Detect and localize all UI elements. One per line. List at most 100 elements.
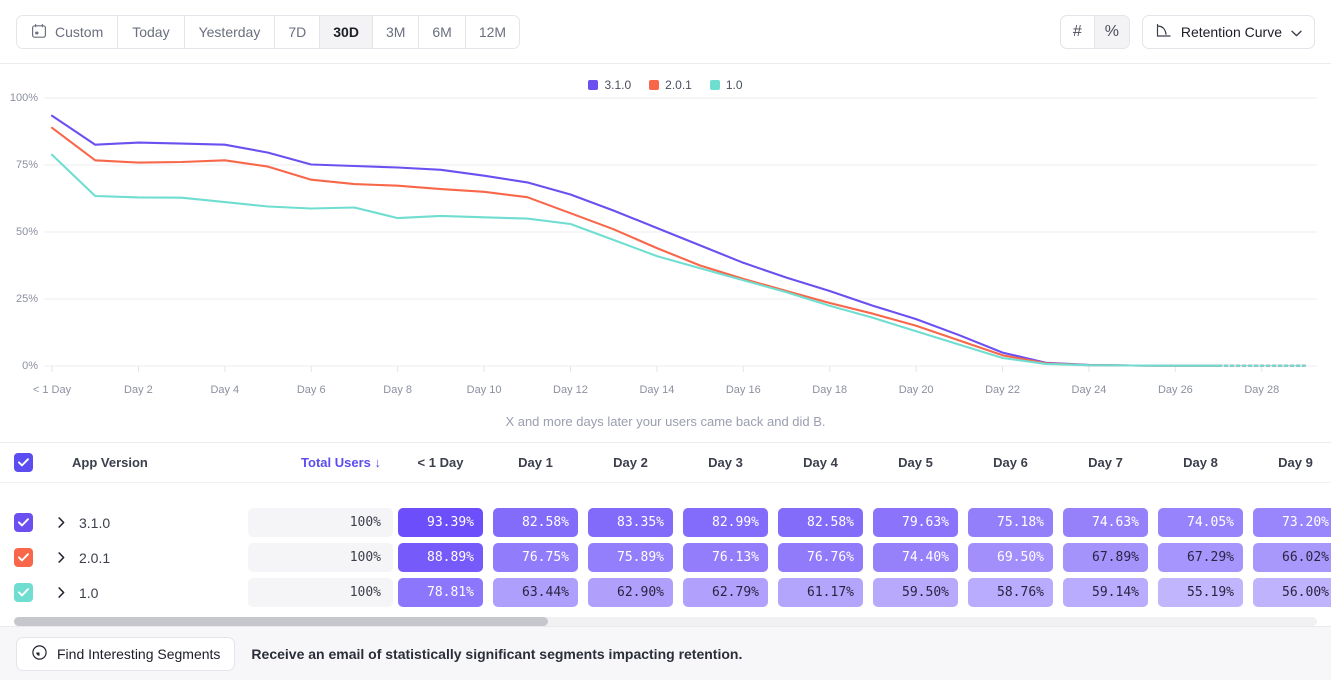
column-header-total-users-label: Total Users <box>301 455 371 470</box>
y-axis-labels: 0% 25% 50% 75% 100% <box>0 92 44 382</box>
column-header-day-1[interactable]: Day 1 <box>518 455 553 470</box>
date-preset-label: Custom <box>55 23 104 40</box>
retention-cell[interactable]: 82.58% <box>778 508 863 537</box>
date-preset-6m[interactable]: 6M <box>419 15 466 48</box>
retention-cell[interactable]: 63.44% <box>493 578 578 607</box>
retention-cell-wrapper: 75.18% <box>963 508 1058 537</box>
column-header-1-day[interactable]: < 1 Day <box>417 455 464 470</box>
scrollbar-thumb[interactable] <box>14 617 549 626</box>
table-row[interactable]: 1.0 100% 78.81% 63.44% 62.90% 62.79% 61.17% 59.… <box>0 575 1331 610</box>
column-header-day-5[interactable]: Day 5 <box>898 455 933 470</box>
x-axis-tick: Day 12 <box>553 384 588 396</box>
retention-cell[interactable]: 59.50% <box>873 578 958 607</box>
date-preset-3m[interactable]: 3M <box>372 15 420 48</box>
date-preset-today[interactable]: Today <box>118 15 185 48</box>
date-preset-12m[interactable]: 12M <box>465 15 520 48</box>
date-preset-yesterday[interactable]: Yesterday <box>184 15 276 48</box>
retention-cell[interactable]: 67.29% <box>1158 543 1243 572</box>
retention-cell-wrapper: 74.40% <box>868 543 963 572</box>
legend-label: 1.0 <box>725 77 743 92</box>
row-version-cell: 3.1.0 <box>48 515 248 531</box>
chevron-right-icon[interactable] <box>58 587 65 598</box>
retention-cell-wrapper: 82.99% <box>678 508 773 537</box>
retention-cell[interactable]: 82.99% <box>683 508 768 537</box>
retention-cell[interactable]: 82.58% <box>493 508 578 537</box>
column-header-day-7[interactable]: Day 7 <box>1088 455 1123 470</box>
table-row[interactable]: 2.0.1 100% 88.89% 76.75% 75.89% 76.13% 76.76% 7… <box>0 540 1331 575</box>
retention-cell[interactable]: 73.20% <box>1253 508 1331 537</box>
x-axis-tick: Day 8 <box>383 384 413 396</box>
date-preset-label: Yesterday <box>198 23 261 40</box>
row-checkbox[interactable] <box>14 548 33 567</box>
retention-cell[interactable]: 62.79% <box>683 578 768 607</box>
retention-cell[interactable]: 78.81% <box>398 578 483 607</box>
legend-swatch <box>709 79 720 90</box>
retention-cell[interactable]: 76.13% <box>683 543 768 572</box>
retention-cell-wrapper: 69.50% <box>963 543 1058 572</box>
retention-cell[interactable]: 67.89% <box>1063 543 1148 572</box>
retention-cell-wrapper: 62.90% <box>583 578 678 607</box>
retention-cell[interactable]: 74.05% <box>1158 508 1243 537</box>
table-body: 3.1.0 100% 93.39% 82.58% 83.35% 82.99% 82.58% 7… <box>0 505 1331 610</box>
row-checkbox[interactable] <box>14 513 33 532</box>
find-interesting-segments-button[interactable]: Find Interesting Segments <box>16 636 236 671</box>
x-axis-labels: < 1 Day Day 2 Day 4 Day 6 Day 8 Day 10 Day 12 D… <box>33 384 1317 404</box>
row-total-users: 100% <box>248 508 393 537</box>
row-checkbox[interactable] <box>14 583 33 602</box>
retention-cell[interactable]: 74.63% <box>1063 508 1148 537</box>
legend-item-3.1.0[interactable]: 3.1.0 <box>588 78 631 92</box>
retention-cell[interactable]: 55.19% <box>1158 578 1243 607</box>
y-axis-tick: 50% <box>15 226 38 238</box>
horizontal-scrollbar[interactable] <box>14 617 1317 626</box>
chevron-right-icon[interactable] <box>58 517 65 528</box>
toolbar-right-controls: #% Retention Curve <box>1059 14 1315 49</box>
date-preset-7d[interactable]: 7D <box>275 15 321 48</box>
lightbulb-icon <box>31 644 48 664</box>
column-header-day-2[interactable]: Day 2 <box>613 455 648 470</box>
retention-cell[interactable]: 75.18% <box>968 508 1053 537</box>
date-preset-label: 30D <box>333 23 359 40</box>
retention-cell-wrapper: 82.58% <box>773 508 868 537</box>
retention-cell[interactable]: 69.50% <box>968 543 1053 572</box>
column-header-app-version[interactable]: App Version <box>72 455 148 470</box>
date-preset-30d[interactable]: 30D <box>320 15 373 48</box>
column-header-total-users[interactable]: Total Users ↓ <box>248 455 393 470</box>
retention-cell-wrapper: 58.76% <box>963 578 1058 607</box>
column-header-day-4[interactable]: Day 4 <box>803 455 838 470</box>
value-format-toggle-group[interactable]: #% <box>1059 14 1130 49</box>
retention-cell[interactable]: 66.02% <box>1253 543 1331 572</box>
hash-icon[interactable]: # <box>1061 15 1095 48</box>
retention-cell[interactable]: 61.17% <box>778 578 863 607</box>
y-axis-tick: 25% <box>15 293 38 305</box>
column-header-day-6[interactable]: Day 6 <box>993 455 1028 470</box>
retention-cell[interactable]: 56.00% <box>1253 578 1331 607</box>
row-version-label: 1.0 <box>79 584 99 601</box>
percent-icon[interactable]: % <box>1094 15 1129 48</box>
select-all-checkbox[interactable] <box>14 453 33 472</box>
retention-cell[interactable]: 59.14% <box>1063 578 1148 607</box>
date-range-preset-group[interactable]: Custom Today Yesterday 7D 30D 3M 6M 12M <box>16 14 521 49</box>
column-header-day-8[interactable]: Day 8 <box>1183 455 1218 470</box>
retention-cell[interactable]: 58.76% <box>968 578 1053 607</box>
retention-cell[interactable]: 75.89% <box>588 543 673 572</box>
retention-cell-wrapper: 82.58% <box>488 508 583 537</box>
x-axis-tick: Day 4 <box>210 384 240 396</box>
chevron-right-icon[interactable] <box>58 552 65 563</box>
legend-item-1.0[interactable]: 1.0 <box>709 77 743 92</box>
column-header-day-9[interactable]: Day 9 <box>1278 455 1313 470</box>
retention-cell[interactable]: 74.40% <box>873 543 958 572</box>
table-row[interactable]: 3.1.0 100% 93.39% 82.58% 83.35% 82.99% 82.58% 7… <box>0 505 1331 540</box>
retention-cell[interactable]: 83.35% <box>588 508 673 537</box>
chart-type-label: Retention Curve <box>1180 23 1282 40</box>
legend-item-2.0.1[interactable]: 2.0.1 <box>649 78 692 92</box>
retention-cell[interactable]: 93.39% <box>398 508 483 537</box>
chart-type-dropdown[interactable]: Retention Curve <box>1141 14 1315 49</box>
date-preset-custom[interactable]: Custom <box>17 15 119 48</box>
legend-swatch <box>588 79 599 90</box>
retention-cell[interactable]: 79.63% <box>873 508 958 537</box>
retention-cell[interactable]: 62.90% <box>588 578 673 607</box>
retention-cell[interactable]: 88.89% <box>398 543 483 572</box>
retention-cell[interactable]: 76.76% <box>778 543 863 572</box>
column-header-day-3[interactable]: Day 3 <box>708 455 743 470</box>
retention-cell[interactable]: 76.75% <box>493 543 578 572</box>
